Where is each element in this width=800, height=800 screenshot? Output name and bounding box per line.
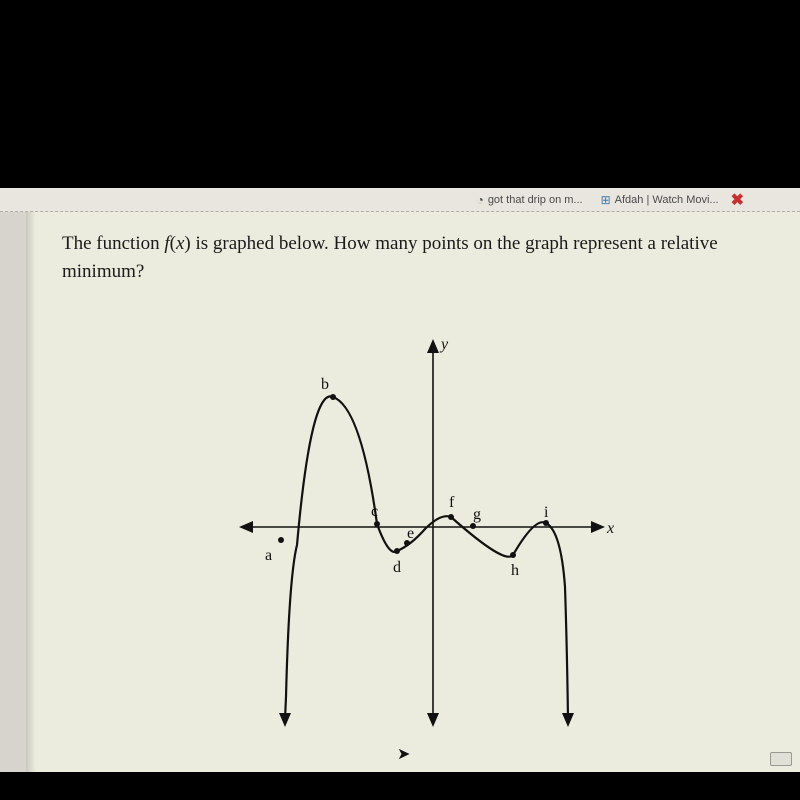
black-bottom-bar (0, 772, 800, 800)
black-top-bar (0, 0, 800, 188)
bookmark-item-drip[interactable]: ◔ got that drip on m... (477, 193, 583, 207)
graph-container: y x a b c d e f g (62, 327, 764, 727)
label-g: g (473, 506, 481, 523)
point-d (394, 548, 400, 554)
bookmark-bar: ◔ got that drip on m... ⊞ Afdah | Watch … (0, 188, 800, 212)
curve-arrow-left (279, 713, 291, 727)
x-axis-arrow-right (591, 521, 605, 533)
label-i: i (544, 504, 549, 521)
label-c: c (371, 503, 378, 520)
label-f: f (449, 494, 455, 511)
label-d: d (393, 559, 401, 576)
bookmark-label: Afdah | Watch Movi... (615, 194, 719, 206)
point-c (374, 521, 380, 527)
point-g (470, 523, 476, 529)
close-icon[interactable]: ✖ (731, 190, 744, 210)
point-b (330, 394, 336, 400)
point-a (278, 537, 284, 543)
page-binding-shadow (26, 212, 36, 772)
site-icon: ⊞ (601, 193, 611, 207)
point-h (510, 552, 516, 558)
x-axis-label: x (606, 520, 614, 537)
curve-path (285, 396, 568, 719)
label-b: b (321, 376, 329, 393)
page-content: The function f(x) is graphed below. How … (0, 212, 800, 772)
question-text: The function f(x) is graphed below. How … (62, 230, 764, 285)
label-h: h (511, 562, 519, 579)
cursor-icon: ➤ (397, 744, 410, 764)
brand-icon: ◔ (477, 193, 484, 207)
y-axis-arrow-down (427, 713, 439, 727)
point-f (448, 514, 454, 520)
label-a: a (265, 547, 272, 564)
label-e: e (407, 525, 414, 542)
y-axis-label: y (439, 336, 449, 353)
y-axis-arrow-up (427, 339, 439, 353)
keyboard-hint-icon[interactable] (770, 752, 792, 766)
curve-arrow-right (562, 713, 574, 727)
q-prefix: The function (62, 233, 164, 254)
bookmark-item-afdah[interactable]: ⊞ Afdah | Watch Movi... (601, 193, 719, 207)
bookmark-label: got that drip on m... (488, 194, 583, 206)
x-axis-arrow-left (239, 521, 253, 533)
function-graph: y x a b c d e f g (193, 327, 633, 727)
